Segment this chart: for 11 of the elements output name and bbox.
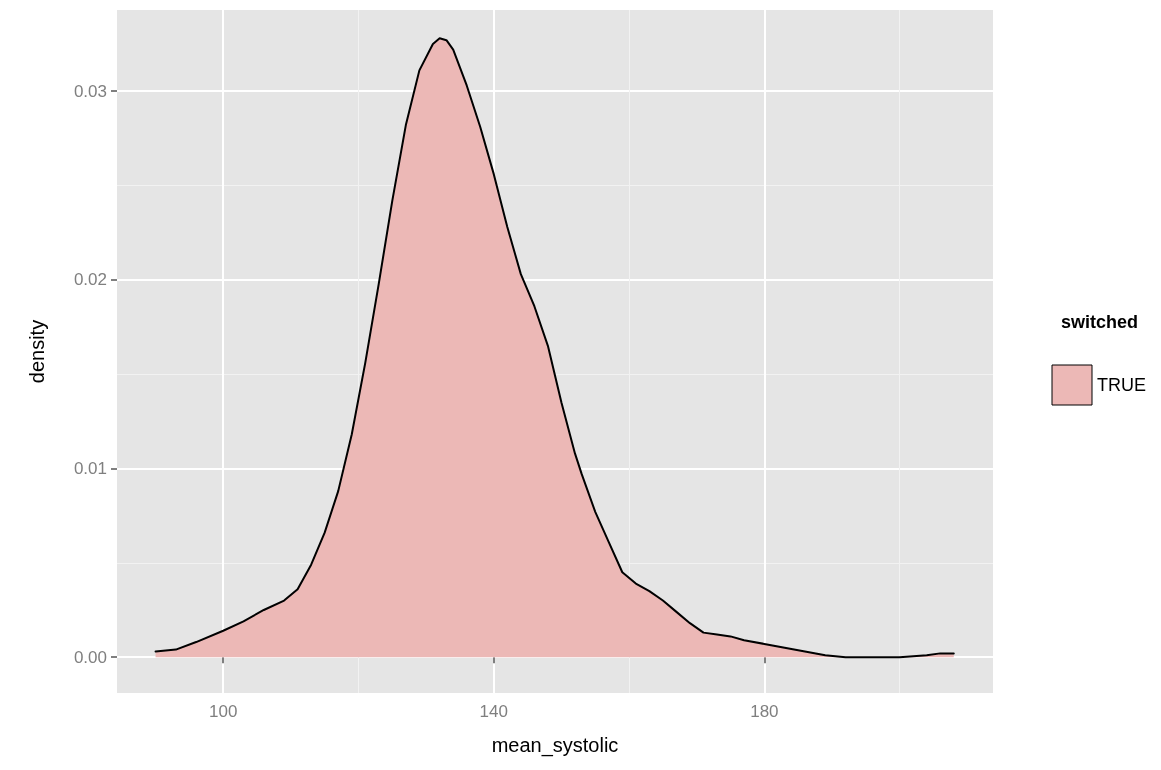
legend-label: TRUE — [1097, 375, 1146, 395]
x-tick-label: 180 — [750, 702, 779, 721]
y-tick-label: 0.00 — [73, 647, 107, 667]
x-axis-title: mean_systolic — [491, 734, 619, 757]
y-tick-label: 0.02 — [73, 270, 107, 290]
y-tick-label: 0.03 — [73, 81, 107, 101]
y-tick-label: 0.01 — [73, 458, 107, 478]
x-tick-label: 100 — [209, 702, 238, 721]
x-tick-label: 140 — [479, 702, 508, 721]
y-axis-title: density — [26, 319, 48, 384]
legend-title: switched — [1060, 312, 1139, 332]
